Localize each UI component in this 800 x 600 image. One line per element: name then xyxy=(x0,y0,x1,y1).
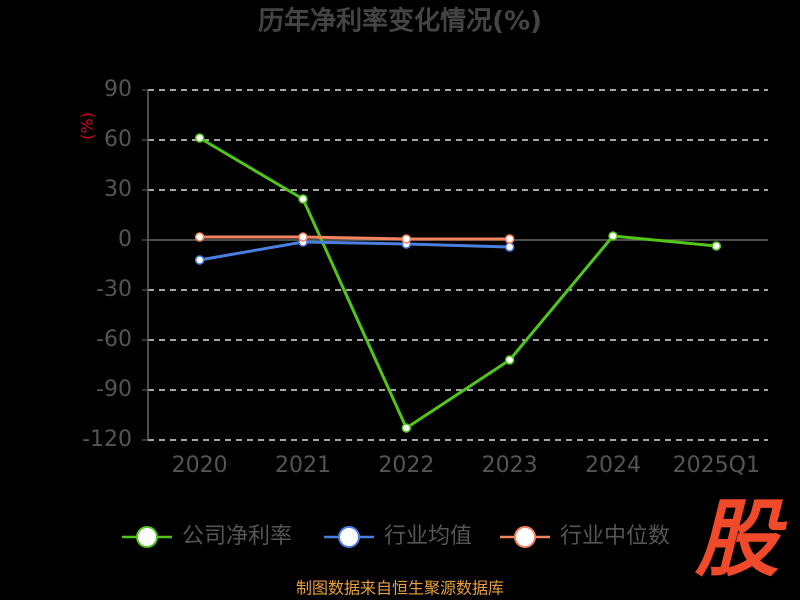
y-tick-label: -90 xyxy=(96,377,132,402)
y-tick-label: 0 xyxy=(118,227,132,252)
data-point xyxy=(401,423,412,433)
y-tick-label: -120 xyxy=(82,427,132,452)
data-point xyxy=(194,133,205,143)
series-line xyxy=(199,240,510,262)
y-tick-label: 30 xyxy=(104,177,132,202)
x-tick-label: 2025Q1 xyxy=(673,453,760,478)
y-axis-label: (%) xyxy=(78,112,97,140)
legend-marker xyxy=(136,526,158,548)
data-point xyxy=(504,234,515,244)
legend-label: 行业中位数 xyxy=(560,524,670,549)
x-tick-label: 2021 xyxy=(275,453,331,478)
data-point xyxy=(194,255,205,265)
legend-label: 行业均值 xyxy=(384,524,472,549)
data-point xyxy=(608,231,618,241)
y-tick-label: 60 xyxy=(104,127,132,152)
y-tick-label: -30 xyxy=(96,277,132,302)
x-tick-label: 2024 xyxy=(585,453,641,478)
series-line xyxy=(199,235,510,241)
chart-title: 历年净利率变化情况(%) xyxy=(258,6,542,37)
data-point xyxy=(504,355,515,365)
source-note: 制图数据来自恒生聚源数据库 xyxy=(296,579,504,598)
watermark: 股 xyxy=(694,490,788,588)
data-point xyxy=(298,232,308,242)
data-point xyxy=(504,242,515,252)
legend-marker xyxy=(514,526,536,548)
series-line xyxy=(198,136,717,431)
data-point xyxy=(298,194,308,204)
data-point xyxy=(194,232,205,242)
legend-label: 公司净利率 xyxy=(182,524,292,549)
data-point xyxy=(711,241,722,251)
x-tick-label: 2020 xyxy=(172,453,228,478)
legend-marker xyxy=(338,526,360,548)
x-tick-label: 2023 xyxy=(482,453,538,478)
y-tick-label: 90 xyxy=(104,77,132,102)
x-tick-label: 2022 xyxy=(378,453,434,478)
data-point xyxy=(401,234,412,244)
y-tick-label: -60 xyxy=(96,327,132,352)
